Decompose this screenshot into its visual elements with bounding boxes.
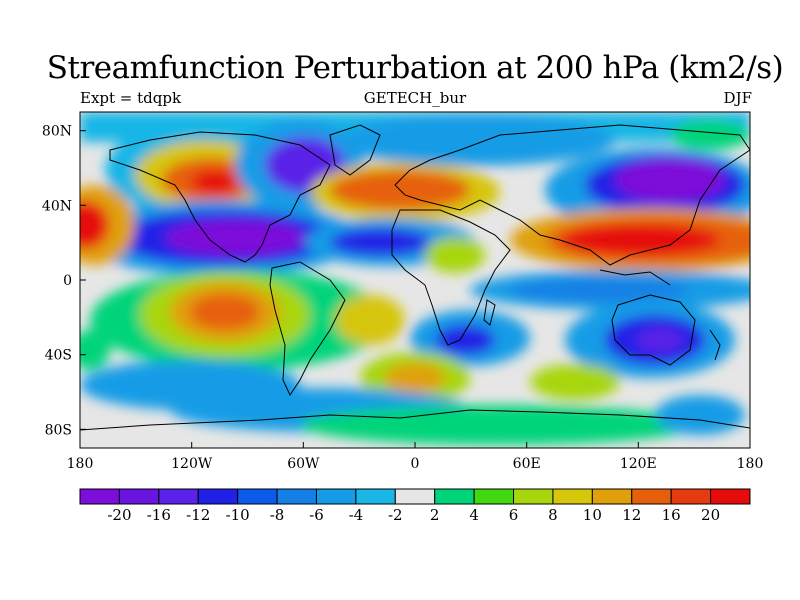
colorbar-swatch (434, 488, 475, 505)
x-axis-labels: 180 120W 60W 0 60E 120E 180 (67, 456, 764, 472)
axis-ticks (79, 130, 751, 448)
x-tick-label: 120W (171, 456, 213, 472)
x-tick-label: 180 (67, 456, 94, 472)
colorbar-label: 6 (509, 506, 519, 524)
y-tick-label: 40S (45, 348, 72, 364)
colorbar-swatch (276, 488, 317, 505)
colorbar-label: 2 (430, 506, 440, 524)
colorbar-swatch (394, 488, 436, 505)
colorbar-swatch (237, 488, 278, 505)
y-tick-label: 80N (42, 124, 72, 140)
y-tick-label: 0 (63, 273, 72, 289)
colorbar-label: -6 (309, 506, 324, 524)
plot-title: Streamfunction Perturbation at 200 hPa (… (46, 50, 784, 86)
colorbar-labels: -20 -16 -12 -10 -8 -6 -4 -2 2 4 6 8 10 12 16 20 (107, 506, 720, 524)
streamfunction-field (80, 112, 750, 448)
colorbar-label: 20 (701, 506, 720, 524)
colorbar-swatch (513, 488, 554, 505)
colorbar-label: -4 (349, 506, 364, 524)
colorbar-swatch (118, 488, 160, 505)
colorbar-swatch (710, 488, 751, 505)
colorbar-label: -2 (388, 506, 403, 524)
colorbar-swatch (631, 488, 672, 505)
colorbar-swatch (197, 488, 239, 505)
colorbar-swatch (315, 488, 357, 505)
x-tick-label: 180 (737, 456, 764, 472)
colorbar-label: -20 (107, 506, 131, 524)
colorbar-swatch (670, 488, 712, 505)
y-axis-labels: 80N 40N 0 40S 80S (42, 124, 72, 439)
colorbar-label: -16 (147, 506, 171, 524)
x-tick-label: 120E (620, 456, 657, 472)
colorbar-label: -10 (226, 506, 250, 524)
colorbar-label: 16 (662, 506, 681, 524)
colorbar-label: 4 (469, 506, 479, 524)
season-label: DJF (723, 89, 752, 107)
colorbar-swatch (79, 488, 120, 505)
y-tick-label: 80S (45, 422, 72, 438)
y-tick-label: 40N (42, 198, 72, 214)
colorbar-label: 8 (548, 506, 558, 524)
dataset-label: GETECH_bur (363, 89, 467, 107)
coastlines (80, 124, 750, 431)
colorbar-swatch (591, 488, 633, 505)
colorbar-label: -8 (270, 506, 285, 524)
x-tick-label: 60E (513, 456, 541, 472)
colorbar (79, 488, 751, 505)
colorbar-label: 10 (583, 506, 602, 524)
x-tick-label: 0 (411, 456, 420, 472)
colorbar-label: 12 (622, 506, 641, 524)
colorbar-label: -12 (186, 506, 210, 524)
experiment-label: Expt = tdqpk (80, 89, 182, 107)
x-tick-label: 60W (287, 456, 320, 472)
colorbar-swatch (158, 488, 199, 505)
colorbar-swatch (473, 488, 515, 505)
colorbar-swatch (552, 488, 593, 505)
colorbar-swatch (355, 488, 396, 505)
